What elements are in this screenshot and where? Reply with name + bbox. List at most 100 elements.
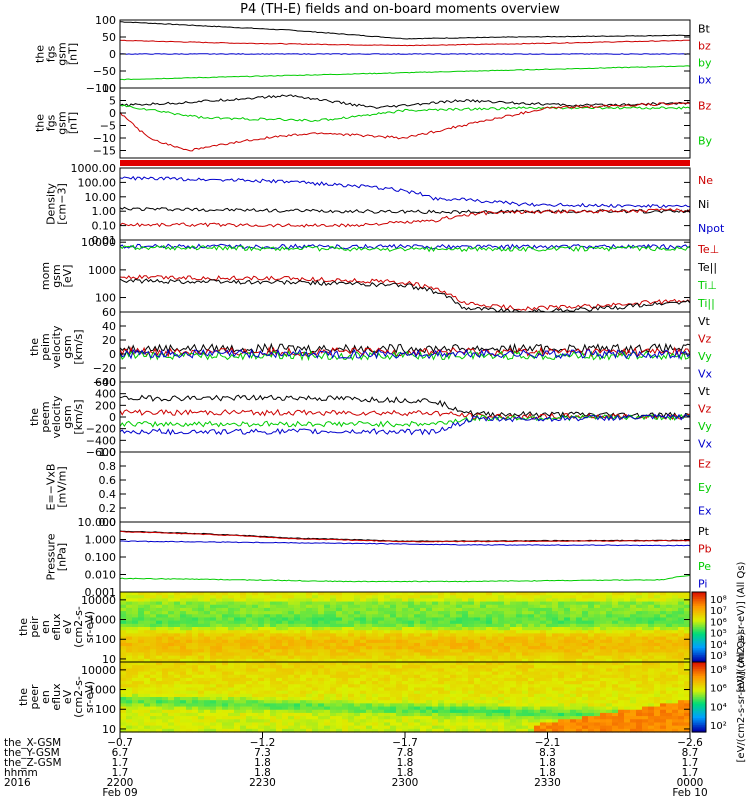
spectrogram-cell [510, 700, 517, 704]
spectrogram-cell [480, 687, 487, 692]
spectrogram-cell [426, 623, 433, 628]
spectrogram-cell [372, 639, 379, 644]
spectrogram-cell [516, 642, 523, 647]
spectrogram-cell [366, 652, 373, 657]
spectrogram-cell [198, 671, 205, 676]
spectrogram-cell [444, 662, 451, 666]
spectrogram-cell [366, 639, 373, 644]
spectrogram-cell [564, 601, 571, 606]
spectrogram-cell [318, 652, 325, 657]
spectrogram-cell [576, 636, 583, 641]
spectrogram-cell [552, 693, 559, 698]
spectrogram-cell [624, 649, 631, 654]
spectrogram-cell [156, 722, 163, 727]
spectrogram-cell [576, 655, 583, 660]
spectrogram-cell [264, 604, 271, 609]
spectrogram-cell [408, 674, 415, 679]
spectrogram-cell [222, 697, 229, 701]
spectrogram-cell [582, 722, 589, 727]
spectrogram-cell [312, 617, 319, 622]
spectrogram-cell [258, 716, 265, 720]
spectrogram-cell [594, 623, 601, 628]
spectrogram-cell [120, 703, 127, 708]
spectrogram-cell [198, 620, 205, 625]
spectrogram-cell [408, 728, 415, 733]
spectrogram-cell [288, 716, 295, 720]
spectrogram-cell [636, 623, 643, 628]
spectrogram-cell [432, 709, 439, 714]
spectrogram-cell [198, 611, 205, 615]
spectrogram-cell [516, 684, 523, 689]
spectrogram-cell [588, 728, 595, 733]
spectrogram-cell [372, 712, 379, 717]
colorbar-label: [eV/(cm2-s-sr-eV)] (All Qs) [736, 631, 747, 762]
spectrogram-cell [192, 665, 199, 669]
spectrogram-cell [636, 719, 643, 724]
colorbar-segment [692, 676, 706, 679]
spectrogram-cell [480, 595, 487, 599]
spectrogram-cell [450, 668, 457, 673]
spectrogram-cell [414, 649, 421, 654]
spectrogram-cell [618, 630, 625, 634]
spectrogram-cell [528, 681, 535, 685]
spectrogram-cell [228, 601, 235, 606]
spectrogram-cell [222, 601, 229, 606]
spectrogram-cell [138, 693, 145, 698]
spectrogram-cell [384, 630, 391, 634]
spectrogram-cell [360, 620, 367, 625]
spectrogram-cell [546, 674, 553, 679]
spectrogram-cell [468, 604, 475, 609]
spectrogram-cell [234, 617, 241, 622]
spectrogram-cell [138, 617, 145, 622]
spectrogram-cell [186, 681, 193, 685]
spectrogram-cell [426, 620, 433, 625]
spectrogram-cell [390, 716, 397, 720]
spectrogram-cell [252, 674, 259, 679]
spectrogram-cell [450, 623, 457, 628]
spectrogram-cell [624, 592, 631, 596]
spectrogram-cell [480, 709, 487, 714]
spectrogram-cell [678, 598, 685, 603]
spectrogram-cell [300, 598, 307, 603]
spectrogram-cell [588, 627, 595, 631]
spectrogram-cell [342, 607, 349, 612]
spectrogram-cell [354, 658, 361, 663]
spectrogram-cell [660, 687, 667, 692]
spectrogram-cell [642, 592, 649, 596]
spectrogram-cell [636, 598, 643, 603]
spectrogram-cell [438, 722, 445, 727]
spectrogram-cell [378, 646, 385, 650]
spectrogram-cell [234, 725, 241, 730]
spectrogram-cell [336, 652, 343, 657]
spectrogram-cell [456, 611, 463, 615]
spectrogram-cell [396, 646, 403, 650]
spectrogram-cell [132, 690, 139, 695]
spectrogram-cell [234, 611, 241, 615]
spectrogram-cell [456, 668, 463, 673]
spectrogram-cell [168, 607, 175, 612]
legend-entry-Ex: Ex [698, 504, 712, 517]
spectrogram-cell [282, 623, 289, 628]
spectrogram-cell [504, 722, 511, 727]
spectrogram-cell [558, 709, 565, 714]
spectrogram-cell [318, 639, 325, 644]
spectrogram-cell [288, 658, 295, 663]
spectrogram-cell [528, 633, 535, 638]
spectrogram-cell [618, 716, 625, 720]
spectrogram-cell [558, 658, 565, 663]
spectrogram-cell [678, 716, 685, 720]
spectrogram-cell [444, 598, 451, 603]
spectrogram-cell [558, 722, 565, 727]
spectrogram-cell [336, 598, 343, 603]
spectrogram-cell [384, 719, 391, 724]
spectrogram-cell [462, 684, 469, 689]
spectrogram-cell [180, 633, 187, 638]
spectrogram-cell [396, 687, 403, 692]
spectrogram-cell [300, 700, 307, 704]
spectrogram-cell [576, 703, 583, 708]
y-tick-label: −5 [100, 120, 116, 133]
spectrogram-cell [612, 690, 619, 695]
spectrogram-cell [606, 655, 613, 660]
spectrogram-cell [204, 716, 211, 720]
spectrogram-cell [456, 697, 463, 701]
